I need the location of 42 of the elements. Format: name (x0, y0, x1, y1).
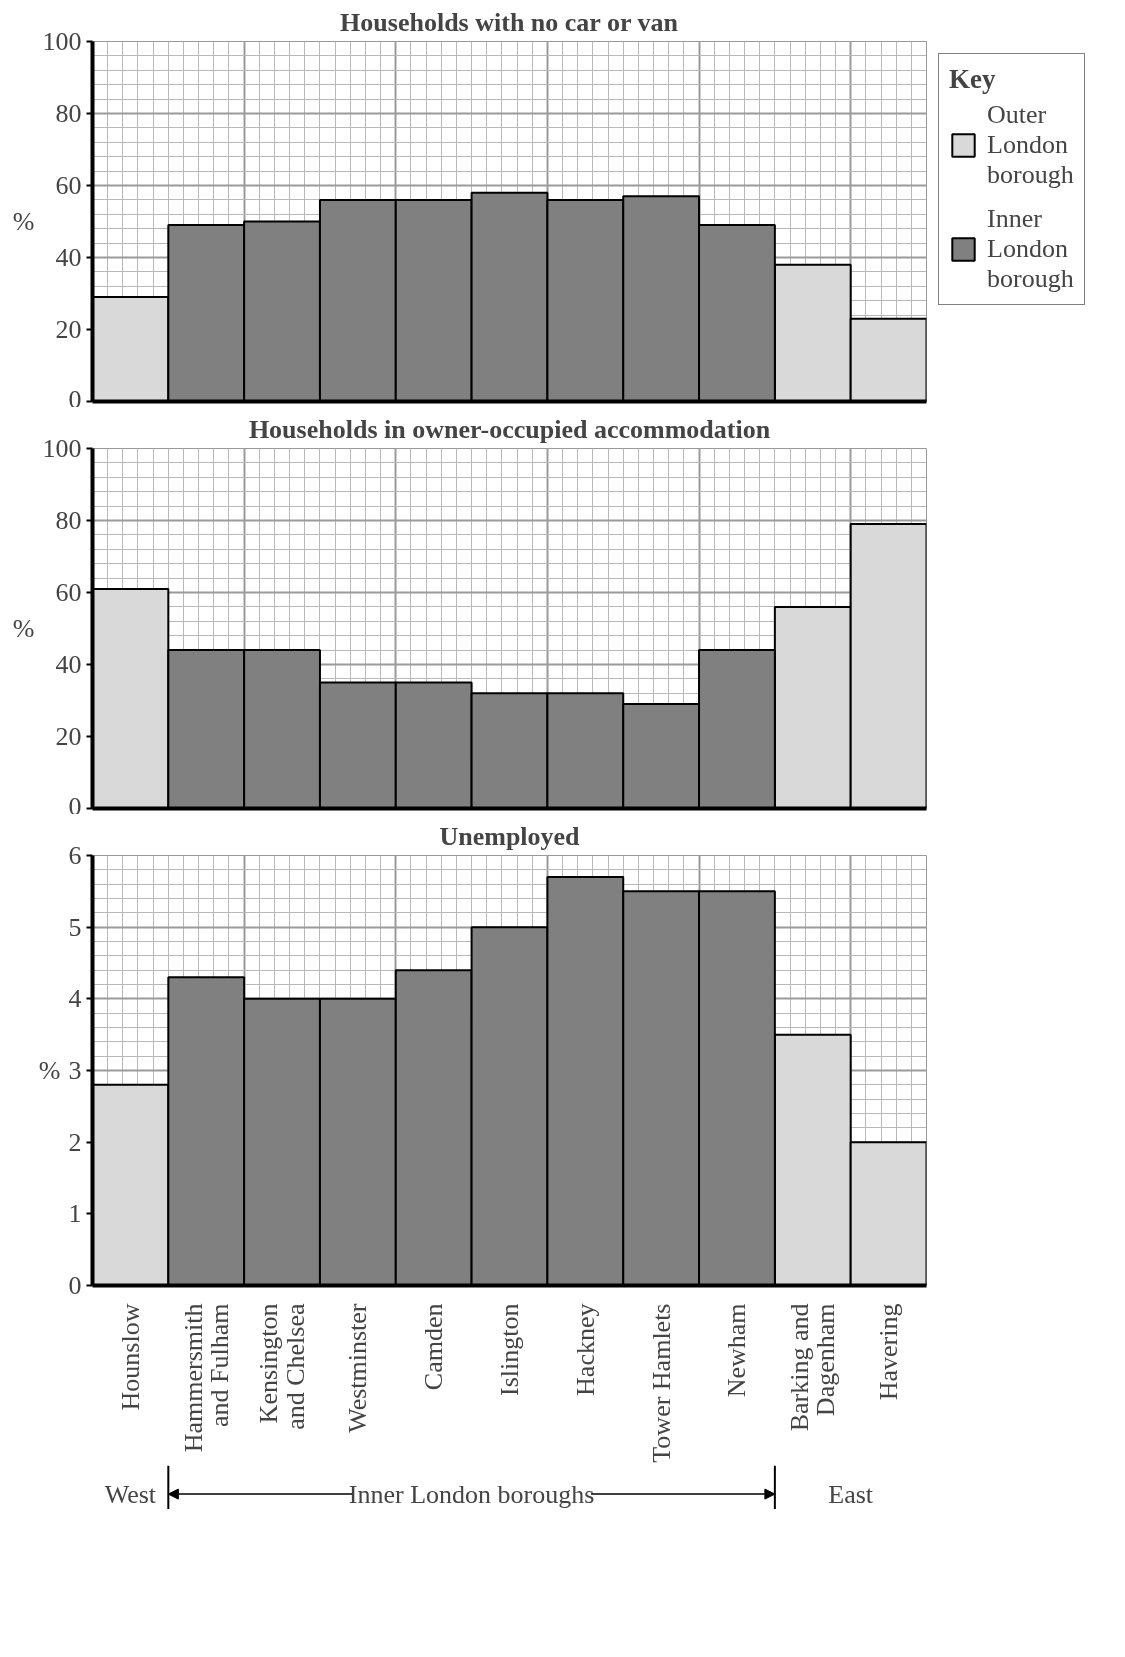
y-tick-label: 1 (68, 1199, 82, 1229)
y-tick-label: 100 (42, 27, 82, 56)
y-tick-label: 60 (55, 171, 82, 200)
y-tick-label: 20 (55, 315, 82, 344)
y-axis-title: % (12, 614, 35, 643)
y-axis-title: % (38, 1056, 61, 1085)
y-axis-title: % (12, 207, 35, 236)
y-tick-label: 40 (55, 243, 82, 272)
text: Inner London boroughs (348, 1479, 595, 1509)
x-tick-label: Westminster (343, 1303, 373, 1433)
y-tick-label: 100 (42, 434, 82, 463)
y-tick-label: 2 (68, 1127, 82, 1157)
y-tick-label: 80 (55, 506, 82, 535)
x-tick-label: Kensington and Chelsea (254, 1303, 310, 1430)
y-tick-label: 20 (55, 722, 82, 751)
y-tick-label: 4 (68, 984, 82, 1014)
x-tick-label: Camden (419, 1303, 449, 1391)
chart-title: Households in owner-occupied accommodation (248, 414, 771, 444)
x-tick-label: Hounslow (115, 1303, 145, 1411)
y-tick-label: 80 (55, 99, 82, 128)
legend-title: Key (949, 64, 997, 95)
x-tick-label: Havering (874, 1303, 904, 1401)
text: East (828, 1479, 874, 1509)
y-tick-label: 0 (68, 1271, 82, 1300)
y-tick-label: 5 (68, 912, 82, 942)
x-tick-label: Islington (495, 1303, 524, 1396)
y-tick-label: 0 (68, 791, 82, 821)
legend-label: Inner London borough (987, 204, 1074, 294)
legend-label: Outer London borough (987, 100, 1074, 190)
x-tick-label: Barking and Dagenham (785, 1303, 841, 1432)
x-tick-label: Newham (722, 1303, 752, 1398)
x-tick-label: Tower Hamlets (646, 1303, 676, 1463)
y-tick-label: 0 (68, 384, 82, 414)
y-tick-label: 40 (55, 650, 82, 679)
chart-title: Households with no car or van (340, 7, 679, 37)
y-tick-label: 60 (55, 578, 82, 607)
y-tick-label: 6 (68, 841, 82, 870)
y-tick-label: 3 (68, 1056, 82, 1085)
x-tick-label: Hackney (570, 1303, 600, 1396)
x-tick-label: Hammersmith and Fulham (178, 1303, 234, 1453)
chart-title: Unemployed (439, 821, 581, 851)
text: West (104, 1479, 157, 1509)
